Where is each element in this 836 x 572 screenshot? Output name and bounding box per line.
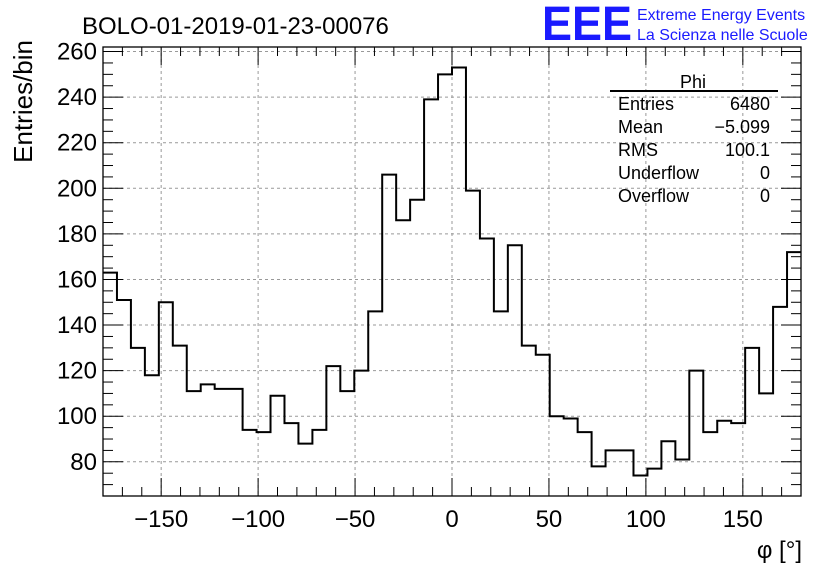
- x-tick-label: 50: [536, 506, 563, 533]
- x-tick-label: −100: [231, 506, 285, 533]
- stats-label: Underflow: [618, 163, 700, 183]
- stats-rows: Entries 6480 Mean −5.099 RMS 100.1 Underflow 0 O…: [618, 94, 770, 206]
- x-tick-label: 0: [445, 506, 458, 533]
- y-tick-label: 240: [57, 84, 97, 111]
- y-tick-label: 120: [57, 358, 97, 385]
- x-tick-label: 100: [626, 506, 666, 533]
- y-tick-label: 180: [57, 221, 97, 248]
- logo-line-1: Extreme Energy Events: [637, 7, 805, 24]
- x-tick-label: −150: [134, 506, 188, 533]
- logo-line-2: La Scienza nelle Scuole: [637, 27, 808, 44]
- y-tick-label: 200: [57, 175, 97, 202]
- stats-label: RMS: [618, 140, 658, 160]
- stats-value: 0: [760, 163, 770, 183]
- stats-label: Overflow: [618, 186, 690, 206]
- axis-ticks: [102, 47, 802, 497]
- y-axis-label: Entries/bin: [8, 40, 38, 163]
- y-tick-label: 100: [57, 403, 97, 430]
- grid-lines: [103, 47, 801, 496]
- stats-label: Mean: [618, 117, 663, 137]
- eee-logo-mark: EEE: [542, 0, 632, 51]
- y-tick-labels: 80 100 120 140 160 180 200 220 240 260: [57, 39, 97, 476]
- x-axis-label: φ [°]: [757, 537, 802, 564]
- stats-value: 100.1: [725, 140, 770, 160]
- y-tick-label: 220: [57, 130, 97, 157]
- x-tick-label: 150: [723, 506, 763, 533]
- x-tick-label: −50: [335, 506, 376, 533]
- stats-title: Phi: [680, 72, 706, 92]
- histogram-line: [103, 66, 801, 477]
- y-tick-label: 260: [57, 39, 97, 66]
- chart-title: BOLO-01-2019-01-23-00076: [82, 13, 389, 40]
- y-tick-label: 160: [57, 266, 97, 293]
- y-tick-label: 80: [70, 449, 97, 476]
- stats-value: 6480: [730, 94, 770, 114]
- y-tick-label: 140: [57, 312, 97, 339]
- x-tick-labels: −150 −100 −50 0 50 100 150: [134, 506, 763, 533]
- stats-label: Entries: [618, 94, 674, 114]
- stats-box: Phi Entries 6480 Mean −5.099 RMS 100.1 Underfl…: [610, 72, 778, 206]
- stats-value: 0: [760, 186, 770, 206]
- stats-value: −5.099: [714, 117, 770, 137]
